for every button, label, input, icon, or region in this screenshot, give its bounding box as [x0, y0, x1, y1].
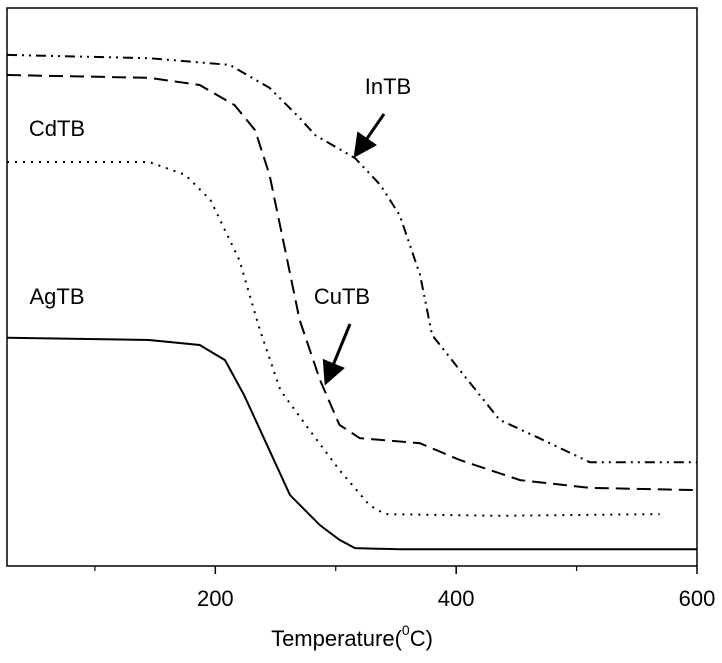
line [6, 53, 697, 464]
x-axis-title-text: Temperature( [271, 626, 403, 651]
series-label: AgTB [29, 284, 84, 309]
x-tick-label: 400 [438, 586, 475, 611]
plot-frame [6, 7, 698, 567]
x-axis-title-sup: 0 [402, 622, 410, 638]
annotation-arrow [353, 113, 386, 158]
x-axis-title: Temperature(0C) [271, 622, 433, 651]
x-axis-title-after: C) [410, 626, 433, 651]
annotation-arrow [322, 323, 352, 386]
line [6, 336, 697, 551]
line [6, 74, 698, 492]
series-label: CdTB [29, 116, 85, 141]
series-label: InTB [365, 74, 411, 99]
x-tick-label: 200 [197, 586, 234, 611]
series-label: CuTB [314, 284, 370, 309]
x-tick-label: 600 [679, 586, 716, 611]
